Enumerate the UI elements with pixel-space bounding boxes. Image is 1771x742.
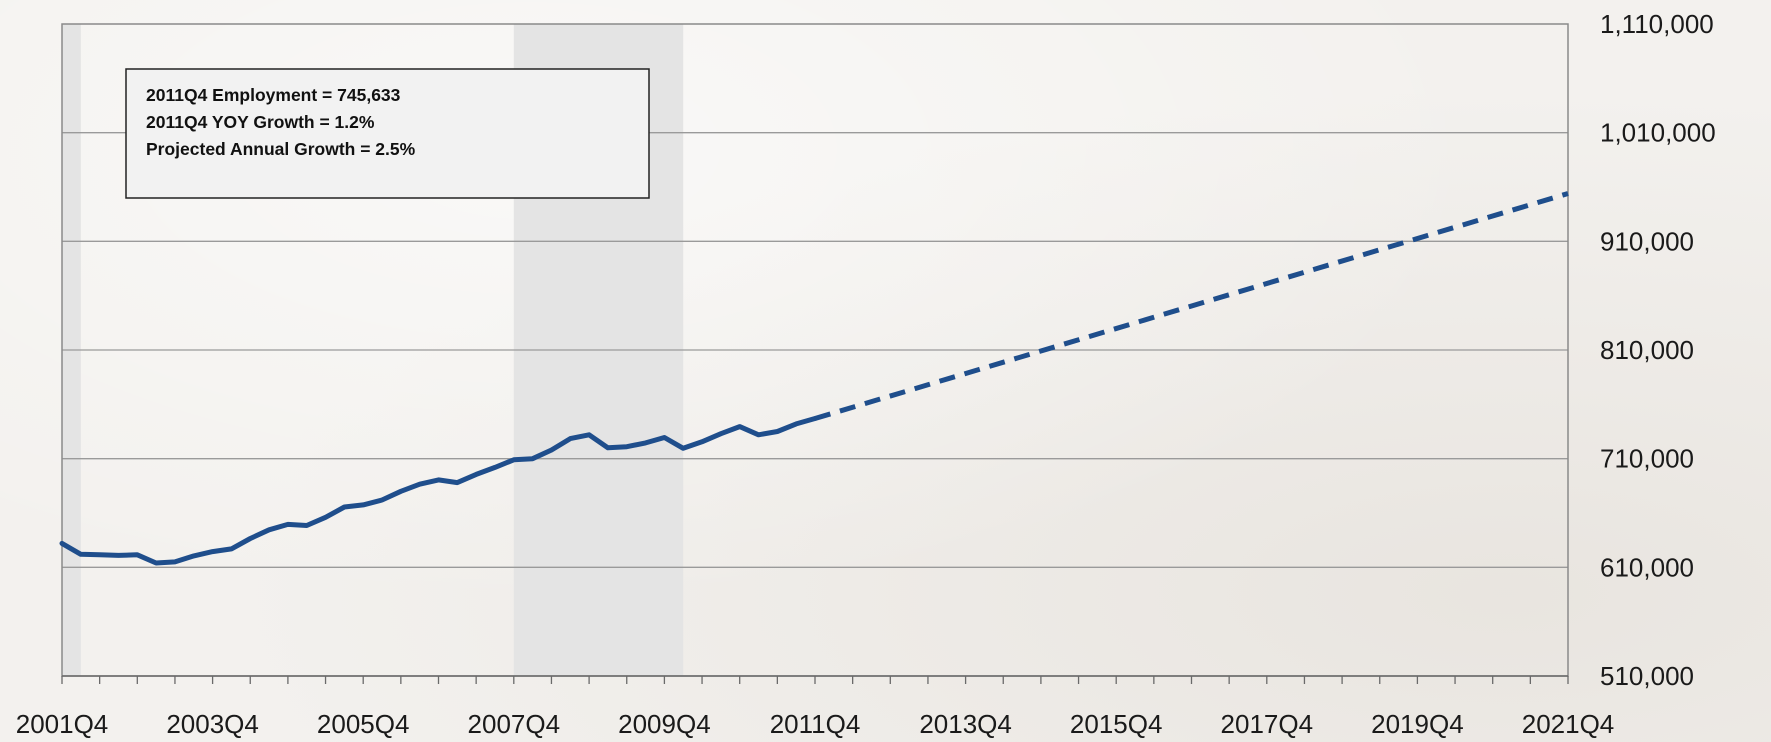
x-axis-labels: 2001Q4 2003Q4 2005Q4 2007Q4 2009Q4 2011Q4 2013…: [16, 709, 1615, 739]
y-axis-labels: 510,000 610,000 710,000 810,000 910,000 1,010…: [1600, 9, 1716, 691]
projection-line: [814, 191, 1569, 421]
y-tick-label: 1,110,000: [1600, 9, 1714, 39]
y-tick-label: 510,000: [1600, 661, 1694, 691]
x-tick-label: 2013Q4: [919, 709, 1012, 739]
y-tick-label: 610,000: [1600, 552, 1694, 582]
x-tick-label: 2017Q4: [1221, 709, 1314, 739]
y-tick-label: 910,000: [1600, 226, 1694, 256]
x-tick-label: 2001Q4: [16, 709, 109, 739]
y-tick-label: 1,010,000: [1600, 118, 1716, 148]
x-tick-label: 2011Q4: [770, 709, 861, 739]
y-tick-label: 710,000: [1600, 444, 1694, 474]
series-lines: [59, 191, 1569, 566]
x-tick-label: 2021Q4: [1522, 709, 1615, 739]
annotation-line-yoy-growth: 2011Q4 YOY Growth = 1.2%: [146, 112, 375, 132]
x-tick-label: 2005Q4: [317, 709, 410, 739]
x-tick-label: 2003Q4: [166, 709, 259, 739]
y-tick-label: 810,000: [1600, 335, 1694, 365]
x-axis: [61, 675, 1569, 684]
annotation-box-frame: [125, 68, 650, 199]
annotation-line-employment: 2011Q4 Employment = 745,633: [146, 85, 401, 105]
annotation-line-projected-growth: Projected Annual Growth = 2.5%: [146, 139, 416, 159]
annotation-box: 2011Q4 Employment = 745,633 2011Q4 YOY G…: [125, 68, 650, 199]
x-tick-label: 2019Q4: [1371, 709, 1464, 739]
x-tick-label: 2015Q4: [1070, 709, 1163, 739]
x-tick-label: 2009Q4: [618, 709, 711, 739]
x-tick-label: 2007Q4: [468, 709, 561, 739]
employment-line: [59, 416, 818, 566]
